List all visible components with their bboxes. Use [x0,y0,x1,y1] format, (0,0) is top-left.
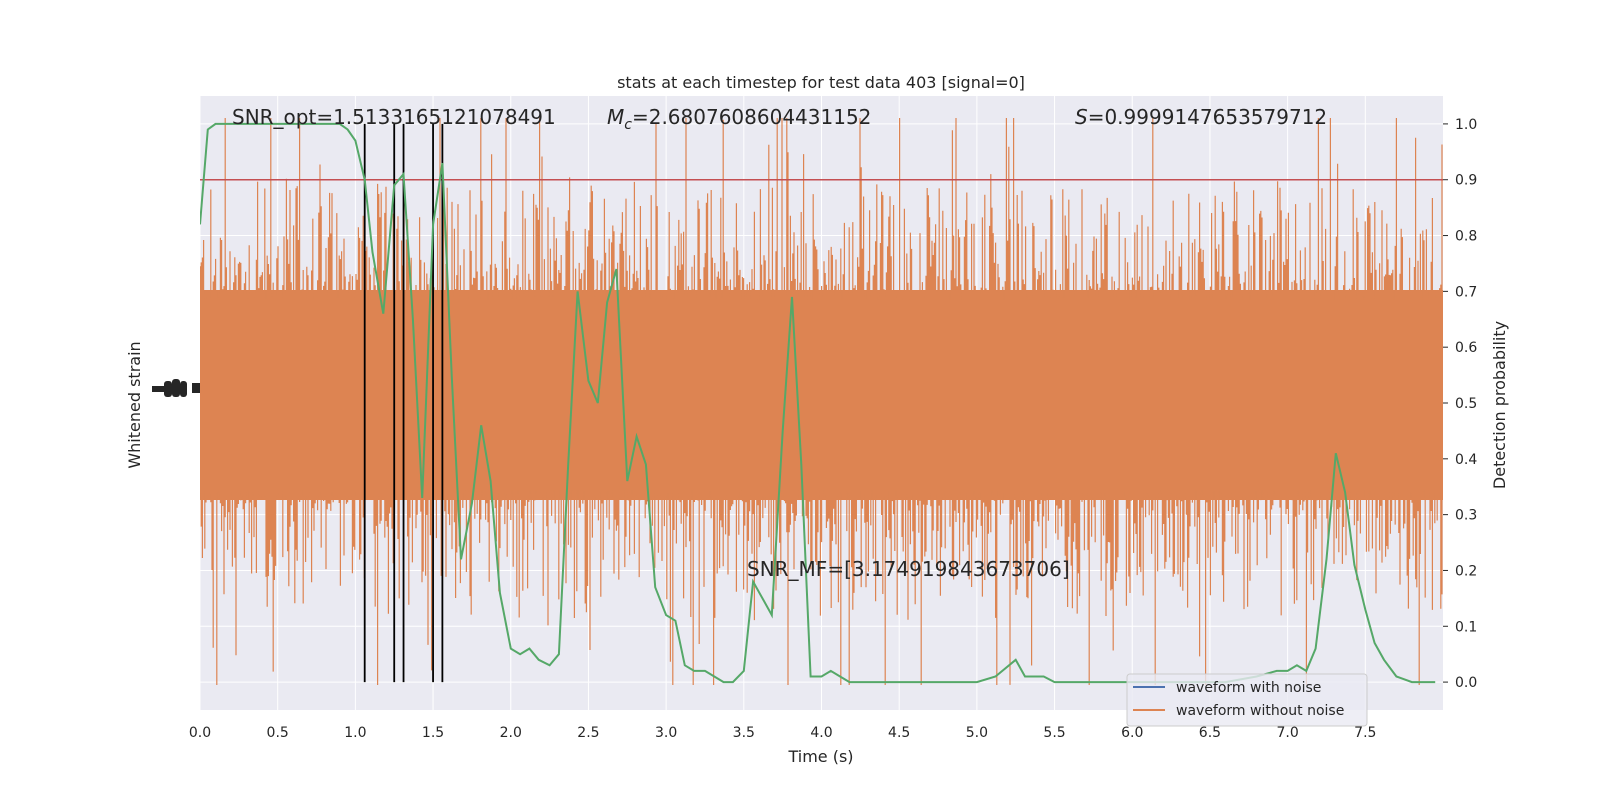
strain-spikes [200,118,1443,685]
y-tick-label: 1.0 [1455,117,1477,133]
y-tick-label: 0.2 [1455,563,1477,579]
strain-band [200,118,1443,685]
snr-opt-annotation: SNR_opt=1.5133165121078491 [232,105,556,129]
x-tick-label: 3.0 [655,725,677,741]
y-axis-label-right: Detection probability [1490,321,1509,489]
x-tick-label: 6.0 [1121,725,1143,741]
detection-lines [363,123,444,683]
legend-label-clean: waveform without noise [1176,703,1344,719]
legend-box [1126,673,1368,727]
left-tick-clutter [152,379,200,397]
y-tick-label: 0.7 [1455,284,1477,300]
y-tick-label: 0.9 [1455,173,1477,189]
chart-title: stats at each timestep for test data 403… [617,73,1025,92]
mc-annotation: Mc=2.6807608604431152 [607,105,871,133]
x-tick-label: 7.5 [1354,725,1376,741]
x-tick-label: 1.0 [344,725,366,741]
x-tick-label: 7.0 [1276,725,1298,741]
y-tick-label: 0.8 [1455,229,1477,245]
y-tick-label: 0.4 [1455,452,1477,468]
x-tick-label: 4.5 [888,725,910,741]
x-ticks: 0.0 0.5 1.0 1.5 2.0 2.5 3.0 3.5 4.0 4.5 5.0 5.5 6.0 6… [189,725,1377,741]
y-ticks-right: 0.0 0.1 0.2 0.3 0.4 0.5 0.6 0.7 0.8 0.9 1.0 [1443,117,1477,691]
x-tick-label: 5.0 [966,725,988,741]
x-axis-label: Time (s) [787,747,853,766]
y-tick-label: 0.3 [1455,508,1477,524]
x-tick-label: 2.0 [500,725,522,741]
x-tick-label: 2.5 [577,725,599,741]
y-tick-label: 0.1 [1455,619,1477,635]
legend-label-noise: waveform with noise [1176,680,1321,696]
legend: waveform with noise waveform without noi… [1126,673,1368,727]
x-tick-label: 0.0 [189,725,211,741]
y-axis-label-left: Whitened strain [125,341,144,468]
x-tick-label: 3.5 [733,725,755,741]
x-tick-label: 4.0 [810,725,832,741]
x-tick-label: 0.5 [267,725,289,741]
x-tick-label: 6.5 [1199,725,1221,741]
x-tick-label: 5.5 [1043,725,1065,741]
y-tick-label: 0.5 [1455,396,1477,412]
s-annotation: S=0.9999147653579712 [1075,105,1327,129]
snr-mf-annotation: SNR_MF=[3.174919843673706] [747,557,1070,581]
x-tick-label: 1.5 [422,725,444,741]
y-tick-label: 0.0 [1455,675,1477,691]
y-tick-label: 0.6 [1455,340,1477,356]
